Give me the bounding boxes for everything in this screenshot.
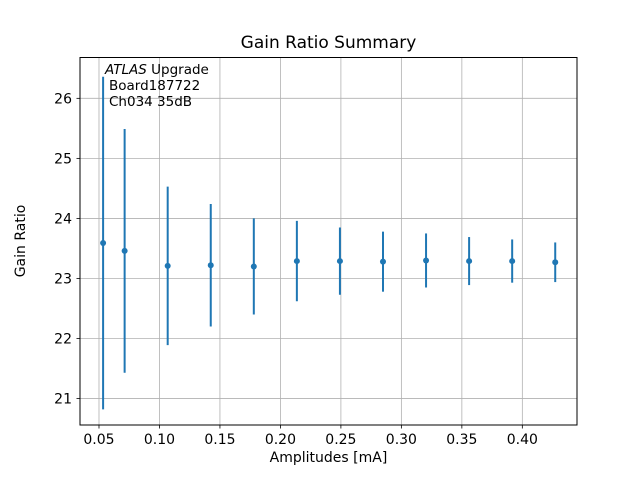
error-bars bbox=[102, 76, 557, 410]
data-point-marker bbox=[293, 258, 300, 265]
data-point-marker bbox=[207, 262, 214, 269]
data-point-marker bbox=[423, 257, 430, 264]
x-tick-label: 0.20 bbox=[265, 432, 296, 448]
x-tick-label: 0.15 bbox=[204, 432, 235, 448]
annotation-line-1-rest: Upgrade bbox=[151, 62, 209, 78]
data-markers bbox=[100, 240, 559, 270]
x-tick-label: 0.05 bbox=[83, 432, 114, 448]
data-point-marker bbox=[509, 258, 516, 265]
data-point-marker bbox=[121, 247, 128, 254]
annotation-box: ATLAS Upgrade Board187722 Ch034 35dB bbox=[105, 62, 209, 111]
y-tick-labels: 21 22 23 24 25 26 bbox=[54, 91, 72, 407]
x-tick-label: 0.30 bbox=[386, 432, 417, 448]
data-point-marker bbox=[100, 240, 107, 247]
y-tick-label: 26 bbox=[54, 91, 72, 107]
x-tick-labels: 0.05 0.10 0.15 0.20 0.25 0.30 0.35 0.40 bbox=[83, 432, 538, 448]
x-tick-label: 0.40 bbox=[507, 432, 538, 448]
x-ticks bbox=[98, 425, 523, 429]
y-axis-label: Gain Ratio bbox=[13, 204, 29, 278]
x-axis-label: Amplitudes [mA] bbox=[269, 450, 388, 466]
y-tick-label: 24 bbox=[54, 211, 72, 227]
annotation-line-2: Board187722 bbox=[109, 78, 201, 95]
y-tick-label: 22 bbox=[54, 332, 72, 348]
plot-border bbox=[79, 57, 578, 426]
data-point-marker bbox=[552, 259, 559, 266]
x-tick-label: 0.35 bbox=[446, 432, 477, 448]
y-tick-label: 25 bbox=[54, 151, 72, 167]
data-point-marker bbox=[336, 258, 343, 265]
x-tick-label: 0.10 bbox=[144, 432, 175, 448]
data-point-marker bbox=[379, 258, 386, 265]
annotation-brand: ATLAS bbox=[105, 62, 147, 78]
chart-title: Gain Ratio Summary bbox=[240, 33, 417, 53]
data-point-marker bbox=[466, 258, 473, 265]
annotation-line-1: ATLAS Upgrade bbox=[105, 62, 209, 78]
y-tick-label: 23 bbox=[54, 271, 72, 287]
grid-lines bbox=[80, 57, 577, 425]
data-point-marker bbox=[164, 262, 171, 269]
annotation-line-3: Ch034 35dB bbox=[109, 94, 193, 111]
y-tick-label: 21 bbox=[54, 392, 72, 408]
y-ticks bbox=[76, 97, 80, 399]
data-point-marker bbox=[250, 263, 257, 270]
x-tick-label: 0.25 bbox=[325, 432, 356, 448]
